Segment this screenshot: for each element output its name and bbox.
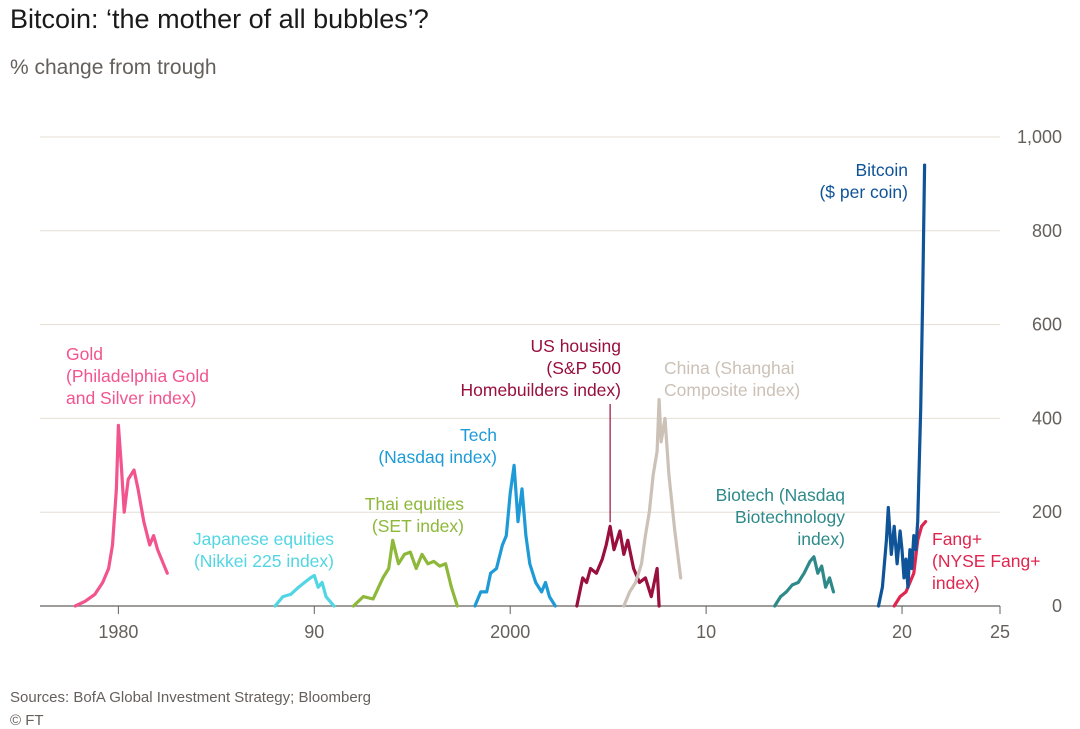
x-axis: 1980 90 2000 10 20 25 (98, 606, 1010, 642)
series-line-fang (892, 519, 928, 608)
credit-note: © FT (10, 712, 44, 729)
x-tick-label: 20 (892, 622, 912, 642)
y-tick-label: 0 (1052, 596, 1062, 616)
series-lines (73, 163, 928, 608)
x-tick-label: 10 (696, 622, 716, 642)
y-tick-label: 800 (1032, 221, 1062, 241)
y-tick-label: 1,000 (1017, 127, 1062, 147)
series-label-china: China (Shanghai Composite index) (664, 358, 800, 400)
series-line-gold (73, 423, 169, 608)
x-tick-label: 2000 (490, 622, 530, 642)
series-label-tech: Tech (Nasdaq index) (378, 425, 497, 467)
y-tick-label: 200 (1032, 502, 1062, 522)
x-tick-label: 90 (304, 622, 324, 642)
series-label-biotech: Biotech (Nasdaq Biotechnology index) (716, 485, 846, 549)
x-tick-label: 25 (990, 622, 1010, 642)
series-line-bitcoin (876, 163, 927, 608)
series-line-housing (575, 524, 661, 608)
series-line-tech (473, 463, 557, 608)
series-label-housing: US housing (S&P 500 Homebuilders index) (461, 336, 622, 400)
line-chart: 0 200 400 600 800 1,000 1980 90 2000 10 20 25 Gold… (40, 127, 1062, 642)
series-label-gold: Gold (Philadelphia Gold and Silver index) (66, 344, 209, 408)
series-label-japan: Japanese equities (Nikkei 225 index) (193, 529, 334, 571)
series-line-biotech (773, 555, 836, 608)
series-line-china (622, 398, 683, 608)
source-note: Sources: BofA Global Investment Strategy… (10, 689, 372, 706)
x-tick-label: 1980 (98, 622, 138, 642)
y-tick-label: 400 (1032, 408, 1062, 428)
series-line-japan (273, 573, 336, 608)
y-axis: 0 200 400 600 800 1,000 (1017, 127, 1062, 616)
chart-title: Bitcoin: ‘the mother of all bubbles’? (10, 4, 429, 34)
chart-subtitle: % change from trough (10, 56, 217, 79)
y-tick-label: 600 (1032, 315, 1062, 335)
series-label-thai: Thai equities (SET index) (365, 494, 464, 536)
series-line-thai (351, 538, 459, 608)
series-label-fang: Fang+ (NYSE Fang+ index) (932, 529, 1040, 593)
series-label-bitcoin: Bitcoin ($ per coin) (819, 160, 908, 202)
series-labels: Gold (Philadelphia Gold and Silver index) J… (66, 160, 1040, 593)
